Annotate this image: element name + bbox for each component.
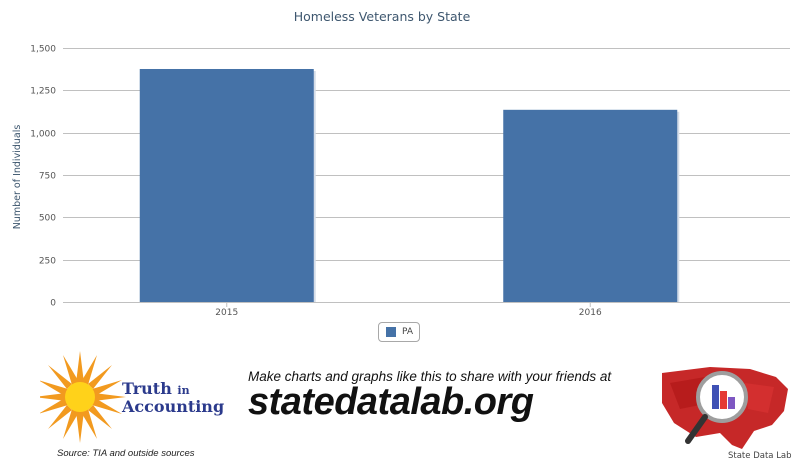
y-tick-label-250: 250 bbox=[39, 257, 56, 267]
state-data-lab-label: State Data Lab bbox=[728, 451, 792, 461]
footer-banner: Truth in Accounting Source: TIA and outs… bbox=[0, 345, 800, 467]
bar-2016 bbox=[503, 109, 678, 302]
tia-logo-line2: Accounting bbox=[122, 397, 225, 416]
y-tick-label-1000: 1,000 bbox=[30, 130, 56, 140]
sun-icon bbox=[40, 351, 126, 443]
chart-area: Homeless Veterans by State 0 250 500 750 1,00… bbox=[12, 9, 790, 318]
x-tick-label-2015: 2015 bbox=[215, 308, 238, 318]
source-note: Source: TIA and outside sources bbox=[57, 448, 195, 459]
promo-text: Make charts and graphs like this to shar… bbox=[248, 369, 612, 384]
legend[interactable]: PA bbox=[378, 322, 420, 342]
tia-logo-line1: Truth in bbox=[122, 379, 190, 398]
bar-2015 bbox=[139, 68, 314, 302]
state-data-lab-logo bbox=[650, 353, 800, 467]
y-tick-label-750: 750 bbox=[39, 172, 56, 182]
legend-label-pa: PA bbox=[402, 327, 414, 337]
promo-url[interactable]: statedatalab.org bbox=[248, 381, 534, 423]
y-axis-label: Number of Individuals bbox=[12, 125, 23, 230]
y-tick-label-500: 500 bbox=[39, 214, 56, 224]
x-tick-label-2016: 2016 bbox=[579, 308, 602, 318]
truth-in-accounting-logo: Truth in Accounting Source: TIA and outs… bbox=[40, 345, 224, 465]
y-tick-label-1250: 1,250 bbox=[30, 87, 56, 97]
legend-swatch-pa bbox=[386, 327, 396, 337]
chart-title: Homeless Veterans by State bbox=[294, 9, 471, 24]
y-tick-label-0: 0 bbox=[50, 299, 56, 309]
us-map-magnifier-icon bbox=[662, 367, 788, 449]
y-tick-label-1500: 1,500 bbox=[30, 45, 56, 55]
bar-chart: Homeless Veterans by State 0 250 500 750 1,00… bbox=[12, 9, 790, 318]
